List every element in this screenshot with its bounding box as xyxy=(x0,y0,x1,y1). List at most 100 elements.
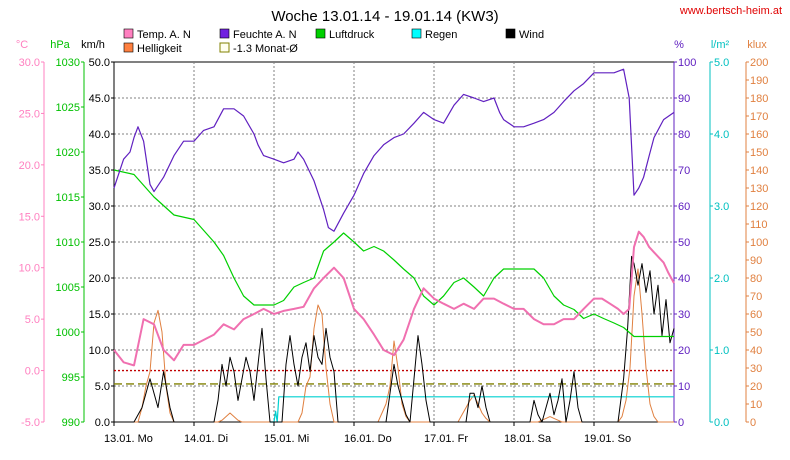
x-axis-labels: 13.01. Mo 14.01. Di 15.01. Mi 16.01. Do 17.0… xyxy=(104,422,631,445)
press-tick-label: 990 xyxy=(62,417,80,429)
light-tick-label: 110 xyxy=(750,219,768,231)
wind-tick-label: 50.0 xyxy=(89,57,110,69)
rain-tick-label: 5.0 xyxy=(714,57,729,69)
press-tick-label: 1015 xyxy=(56,192,80,204)
press-tick-label: 1030 xyxy=(56,57,80,69)
legend-swatch-rain xyxy=(411,28,422,39)
wind-unit: km/h xyxy=(81,39,105,51)
series-line-rain xyxy=(270,396,674,423)
hum-tick-label: 10 xyxy=(678,381,690,393)
light-tick-label: 30 xyxy=(750,363,762,375)
series-line-wind xyxy=(114,255,675,423)
x-tick-label: 17.01. Fr xyxy=(424,433,468,445)
press-tick-label: 1025 xyxy=(56,102,80,114)
wind-tick-label: 40.0 xyxy=(89,129,110,141)
site-url: www.bertsch-heim.at xyxy=(679,5,782,17)
legend-swatch-light xyxy=(123,42,134,53)
rain-tick-label: 4.0 xyxy=(714,129,729,141)
hum-tick-label: 0 xyxy=(678,417,684,429)
temp-tick-label: -5.0 xyxy=(21,417,40,429)
temp-tick-label: 20.0 xyxy=(19,160,40,172)
hum-tick-label: 60 xyxy=(678,201,690,213)
wind-tick-label: 15.0 xyxy=(89,309,110,321)
rain-tick-label: 2.0 xyxy=(714,273,729,285)
x-tick-label: 16.01. Do xyxy=(344,433,392,445)
light-tick-label: 150 xyxy=(750,147,768,159)
wind-tick-label: 5.0 xyxy=(95,381,110,393)
rain-tick-label: 1.0 xyxy=(714,345,729,357)
wind-tick-label: 35.0 xyxy=(89,165,110,177)
press-tick-label: 1005 xyxy=(56,282,80,294)
hum-tick-label: 100 xyxy=(678,57,696,69)
light-tick-label: 120 xyxy=(750,201,768,213)
legend-label-press: Luftdruck xyxy=(329,29,375,41)
x-tick-label: 19.01. So xyxy=(584,433,631,445)
light-tick-label: 70 xyxy=(750,291,762,303)
wind-tick-label: 20.0 xyxy=(89,273,110,285)
temp-tick-label: 5.0 xyxy=(25,314,40,326)
temp-tick-label: 0.0 xyxy=(25,366,40,378)
light-tick-label: 180 xyxy=(750,93,768,105)
temp-tick-label: 30.0 xyxy=(19,57,40,69)
press-tick-label: 1000 xyxy=(56,327,80,339)
hum-tick-label: 80 xyxy=(678,129,690,141)
x-tick-label: 18.01. Sa xyxy=(504,433,552,445)
series-lines xyxy=(113,68,675,423)
wind-tick-label: 45.0 xyxy=(89,93,110,105)
legend-swatch-humid xyxy=(219,28,230,39)
axis-units: °C hPa km/h% l/m² klux xyxy=(16,39,767,51)
legend-label-wind: Wind xyxy=(519,29,544,41)
light-tick-label: 50 xyxy=(750,327,762,339)
reference-lines xyxy=(114,369,674,385)
hum-tick-label: 20 xyxy=(678,345,690,357)
press-tick-label: 1010 xyxy=(56,237,80,249)
temp-unit: °C xyxy=(16,39,28,51)
legend-label-light: Helligkeit xyxy=(137,43,182,55)
light-tick-label: 10 xyxy=(750,399,762,411)
legend-swatch-avg xyxy=(219,42,230,53)
temp-tick-label: 25.0 xyxy=(19,108,40,120)
light-tick-label: 0 xyxy=(750,417,756,429)
light-tick-label: 20 xyxy=(750,381,762,393)
light-tick-label: 80 xyxy=(750,273,762,285)
hum-tick-label: 40 xyxy=(678,273,690,285)
series-line-hum xyxy=(113,68,675,232)
wind-tick-label: 10.0 xyxy=(89,345,110,357)
series-line-press xyxy=(113,169,674,338)
light-tick-label: 90 xyxy=(750,255,762,267)
hum-tick-label: 30 xyxy=(678,309,690,321)
rain-tick-label: 0.0 xyxy=(714,417,729,429)
grid xyxy=(114,62,674,422)
hum-tick-label: 90 xyxy=(678,93,690,105)
rain-tick-label: 3.0 xyxy=(714,201,729,213)
hum-tick-label: 70 xyxy=(678,165,690,177)
wind-tick-label: 0.0 xyxy=(95,417,110,429)
chart-title: Woche 13.01.14 - 19.01.14 (KW3) xyxy=(271,8,498,25)
x-tick-label: 13.01. Mo xyxy=(104,433,153,445)
light-tick-label: 140 xyxy=(750,165,768,177)
legend-label-rain: Regen xyxy=(425,29,457,41)
press-tick-label: 995 xyxy=(62,372,80,384)
wind-tick-label: 25.0 xyxy=(89,237,110,249)
light-tick-label: 130 xyxy=(750,183,768,195)
light-tick-label: 100 xyxy=(750,237,768,249)
hum-unit: % xyxy=(674,39,684,51)
x-tick-label: 14.01. Di xyxy=(184,433,228,445)
legend-swatch-wind xyxy=(505,28,516,39)
light-tick-label: 190 xyxy=(750,75,768,87)
light-unit: klux xyxy=(747,39,767,51)
temp-tick-label: 15.0 xyxy=(19,211,40,223)
legend-label-humid: Feuchte A. N xyxy=(233,29,297,41)
light-tick-label: 170 xyxy=(750,111,768,123)
series-line-temp xyxy=(113,230,675,367)
x-tick-label: 15.01. Mi xyxy=(264,433,309,445)
legend-swatch-temp xyxy=(123,28,134,39)
hum-tick-label: 50 xyxy=(678,237,690,249)
press-unit: hPa xyxy=(50,39,70,51)
wind-tick-label: 30.0 xyxy=(89,201,110,213)
legend-label-avg: -1.3 Monat-Ø xyxy=(233,43,298,55)
press-tick-label: 1020 xyxy=(56,147,80,159)
light-tick-label: 160 xyxy=(750,129,768,141)
legend-swatch-press xyxy=(315,28,326,39)
